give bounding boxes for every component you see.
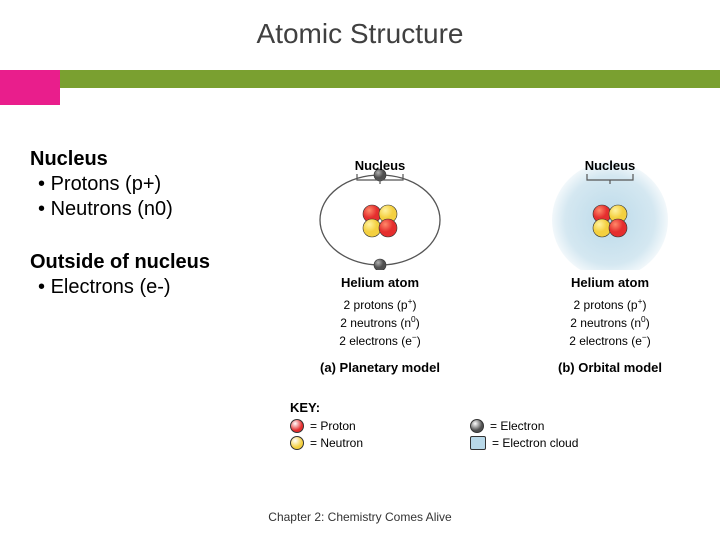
accent-bar [0, 70, 720, 88]
bracket-b [585, 172, 635, 184]
orbital-model: Nucleus Helium atom 2 protons (p+)2 neut… [520, 130, 700, 275]
bullet-neutrons: • Neutrons (n0) [38, 198, 290, 221]
key-item: = Proton [290, 419, 470, 433]
outside-nucleus-header: Outside of nucleus [30, 251, 290, 274]
key-swatch [470, 436, 486, 450]
key-items: = Proton = Electron = Neutron = Electron cl… [290, 419, 690, 450]
composition-b: 2 protons (p+)2 neutrons (n0)2 electrons… [520, 296, 700, 349]
planetary-svg [290, 130, 470, 270]
planetary-model: Nucleus Helium atom 2 protons (p+)2 neut… [290, 130, 470, 275]
pink-accent-block [0, 70, 60, 105]
nucleus-header: Nucleus [30, 148, 290, 171]
orbital-svg [520, 130, 700, 270]
atom-name-b: Helium atom [520, 275, 700, 290]
slide-footer: Chapter 2: Chemistry Comes Alive [0, 510, 720, 524]
nucleus-label-b: Nucleus [585, 158, 636, 173]
bullet-electrons: • Electrons (e-) [38, 276, 290, 299]
key-item-label: = Proton [310, 419, 356, 433]
diagram-area: Nucleus Helium atom 2 protons (p+)2 neut… [280, 130, 710, 470]
key-item-label: = Electron [490, 419, 544, 433]
slide-title: Atomic Structure [0, 18, 720, 50]
key-item: = Electron cloud [470, 436, 670, 450]
model-label-a: (a) Planetary model [290, 360, 470, 375]
key-swatch [290, 436, 304, 450]
nucleus-label-a: Nucleus [355, 158, 406, 173]
key-item-label: = Neutron [310, 436, 363, 450]
composition-a: 2 protons (p+)2 neutrons (n0)2 electrons… [290, 296, 470, 349]
bullet-protons: • Protons (p+) [38, 173, 290, 196]
model-label-b: (b) Orbital model [520, 360, 700, 375]
text-content: Nucleus • Protons (p+) • Neutrons (n0) O… [30, 148, 290, 301]
key-label: KEY: [290, 400, 690, 415]
key-swatch [470, 419, 484, 433]
bracket-a [355, 172, 405, 184]
key-area: KEY: = Proton = Electron = Neutron = Electr… [290, 400, 690, 450]
key-item: = Electron [470, 419, 670, 433]
key-item: = Neutron [290, 436, 470, 450]
atom-name-a: Helium atom [290, 275, 470, 290]
key-item-label: = Electron cloud [492, 436, 578, 450]
key-swatch [290, 419, 304, 433]
